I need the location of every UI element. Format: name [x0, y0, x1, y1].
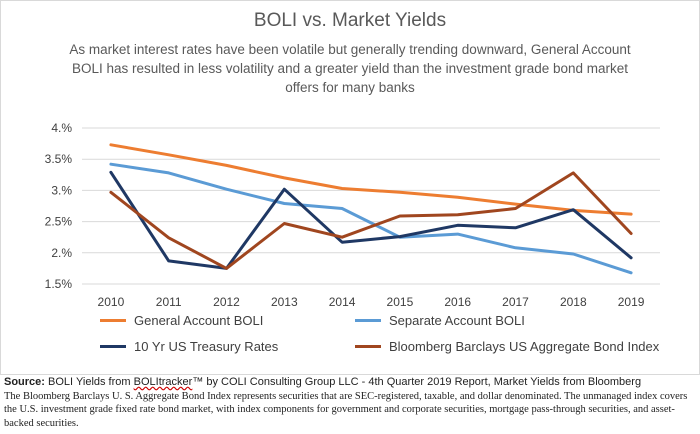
x-tick-label: 2014: [329, 295, 356, 309]
x-tick-label: 2012: [213, 295, 240, 309]
chart-title: BOLI vs. Market Yields: [253, 10, 447, 31]
chart-subtitle: As market interest rates have been volat…: [69, 42, 631, 95]
x-tick-label: 2019: [618, 295, 645, 309]
x-tick-label: 2013: [271, 295, 298, 309]
series-line-2: [109, 162, 633, 275]
x-tick-label: 2011: [156, 295, 182, 309]
x-tick-label: 2015: [387, 295, 414, 309]
series-line-3: [109, 170, 633, 270]
y-tick-label: 2.%: [51, 246, 72, 260]
source-label: Source:: [4, 376, 45, 388]
series-line-4: [109, 171, 633, 270]
y-tick-label: 3.%: [51, 183, 72, 197]
chart-frame: [0, 0, 700, 375]
source-text-b: ™ by COLI Consulting Group LLC - 4th Qua…: [192, 376, 642, 388]
source-note: The Bloomberg Barclays U. S. Aggregate B…: [4, 390, 688, 429]
y-tick-label: 2.5%: [45, 215, 73, 229]
y-tick-label: 3.5%: [45, 152, 73, 166]
y-tick-label: 1.5%: [45, 277, 73, 291]
x-tick-label: 2017: [502, 295, 529, 309]
line-chart: 1.5% 2.% 2.5% 3.% 3.5% 4.% 2010 2011 2012 2013 201…: [45, 121, 660, 309]
x-tick-label: 2010: [98, 295, 125, 309]
y-tick-label: 4.%: [51, 121, 72, 135]
source-notes: Source: BOLI Yields from BOLItracker™ by…: [4, 376, 696, 430]
source-line: Source: BOLI Yields from BOLItracker™ by…: [4, 376, 696, 390]
source-text-a: BOLI Yields from: [44, 376, 134, 388]
x-tick-label: 2018: [560, 295, 587, 309]
source-brand: BOLItracker: [133, 376, 193, 388]
x-tick-label: 2016: [444, 295, 471, 309]
series-line-1: [109, 143, 633, 216]
